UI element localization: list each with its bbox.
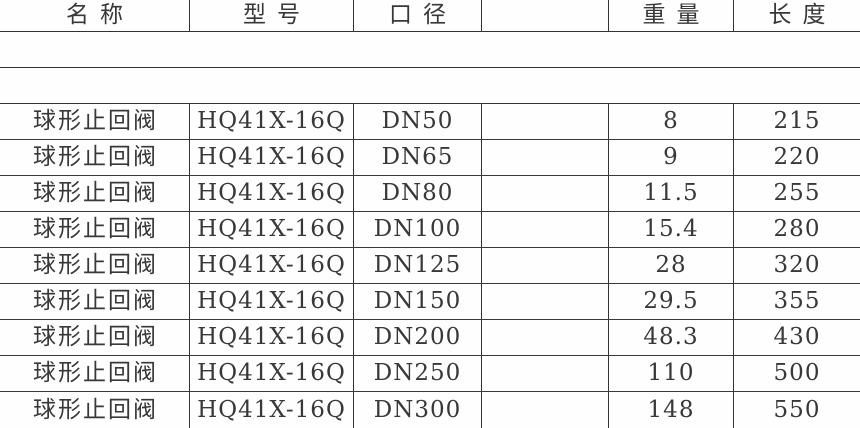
cell-blank [482, 140, 609, 175]
cell-diameter: DN300 [354, 392, 482, 428]
cell-diameter: DN80 [354, 176, 482, 211]
empty-row-1 [0, 32, 860, 68]
cell-name: 球形止回阀 [0, 248, 190, 283]
cell-weight: 29.5 [609, 284, 734, 319]
cell-diameter: DN50 [354, 104, 482, 139]
cell-length: 355 [773, 288, 821, 314]
cell-model: HQ41X-16Q [190, 356, 354, 391]
cell-name: 球形止回阀 [0, 356, 190, 391]
cell-blank [482, 356, 609, 391]
cell-name: 球形止回阀 [0, 140, 190, 175]
cell-weight: 11.5 [609, 176, 734, 211]
table-row: 球形止回阀 HQ41X-16Q DN200 48.3 430 [0, 320, 860, 356]
cell-length: 550 [773, 396, 821, 423]
cell-diameter: DN125 [354, 248, 482, 283]
cell-diameter: DN250 [354, 356, 482, 391]
cell-diameter: DN150 [354, 284, 482, 319]
cell-blank [482, 104, 609, 139]
table-row: 球形止回阀 HQ41X-16Q DN125 28 320 [0, 248, 860, 284]
cell-model: HQ41X-16Q [190, 248, 354, 283]
table-row: 球形止回阀 HQ41X-16Q DN50 8 215 [0, 104, 860, 140]
cell-model: HQ41X-16Q [190, 284, 354, 319]
table-row: 球形止回阀 HQ41X-16Q DN300 148 550 [0, 392, 860, 428]
cell-blank [482, 248, 609, 283]
cell-name: 球形止回阀 [0, 284, 190, 319]
cell-length: 320 [773, 252, 821, 278]
cell-weight: 28 [609, 248, 734, 283]
table-row: 球形止回阀 HQ41X-16Q DN100 15.4 280 [0, 212, 860, 248]
cell-name: 球形止回阀 [0, 320, 190, 355]
cell-diameter: DN200 [354, 320, 482, 355]
cell-model: HQ41X-16Q [190, 176, 354, 211]
cell-blank [482, 176, 609, 211]
cell-blank [482, 320, 609, 355]
table-row: 球形止回阀 HQ41X-16Q DN150 29.5 355 [0, 284, 860, 320]
cell-weight: 48.3 [609, 320, 734, 355]
cell-weight: 15.4 [609, 212, 734, 247]
cell-length: 215 [773, 108, 821, 134]
table-row: 球形止回阀 HQ41X-16Q DN80 11.5 255 [0, 176, 860, 212]
cell-name: 球形止回阀 [0, 104, 190, 139]
header-model: 型号 [190, 0, 354, 31]
header-length: 长度 [768, 2, 837, 28]
cell-weight: 8 [609, 104, 734, 139]
table-header-row: 名称 型号 口径 重量 长度 [0, 0, 860, 32]
empty-row-2 [0, 68, 860, 104]
cell-name: 球形止回阀 [0, 176, 190, 211]
cell-model: HQ41X-16Q [190, 392, 354, 428]
cell-diameter: DN65 [354, 140, 482, 175]
cell-weight: 110 [609, 356, 734, 391]
header-name: 名称 [0, 0, 190, 31]
table-row: 球形止回阀 HQ41X-16Q DN250 110 500 [0, 356, 860, 392]
cell-length: 255 [773, 180, 821, 206]
table-row: 球形止回阀 HQ41X-16Q DN65 9 220 [0, 140, 860, 176]
cell-diameter: DN100 [354, 212, 482, 247]
cell-length: 500 [773, 360, 821, 386]
cell-weight: 148 [609, 392, 734, 428]
cell-name: 球形止回阀 [0, 212, 190, 247]
cell-length: 220 [773, 144, 821, 170]
cell-length: 280 [773, 216, 821, 242]
cell-model: HQ41X-16Q [190, 104, 354, 139]
header-weight: 重量 [609, 0, 734, 31]
cell-blank [482, 212, 609, 247]
cell-model: HQ41X-16Q [190, 140, 354, 175]
cell-blank [482, 284, 609, 319]
cell-weight: 9 [609, 140, 734, 175]
cell-name: 球形止回阀 [0, 392, 190, 428]
header-diameter: 口径 [354, 0, 482, 31]
cell-length: 430 [773, 324, 821, 350]
cell-blank [482, 392, 609, 428]
header-blank [482, 0, 609, 31]
cell-model: HQ41X-16Q [190, 320, 354, 355]
cell-model: HQ41X-16Q [190, 212, 354, 247]
